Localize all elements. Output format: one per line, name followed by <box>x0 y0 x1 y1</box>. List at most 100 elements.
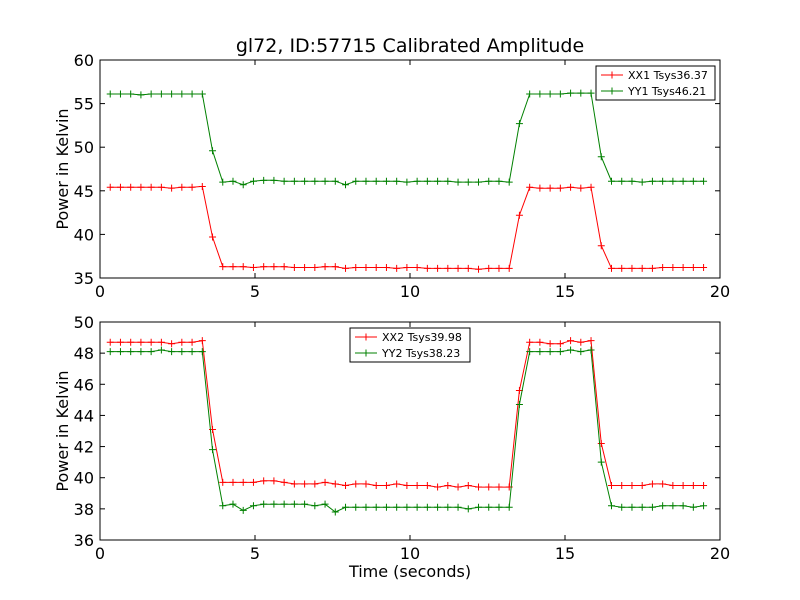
data-point <box>454 178 462 186</box>
y-tick-label: 55 <box>74 95 94 114</box>
data-point <box>188 348 196 356</box>
data-point <box>423 177 431 185</box>
data-point <box>198 90 206 98</box>
data-point <box>382 264 390 272</box>
legend-marker <box>608 87 616 95</box>
data-point <box>270 176 278 184</box>
data-point <box>403 503 411 511</box>
data-point <box>495 483 503 491</box>
data-point <box>628 482 636 489</box>
data-point <box>659 177 667 185</box>
data-point <box>669 264 677 272</box>
data-point <box>505 264 513 272</box>
data-point <box>127 338 135 346</box>
data-point <box>444 482 452 489</box>
data-point <box>628 503 636 511</box>
data-point <box>403 264 411 272</box>
data-point <box>249 177 257 185</box>
data-point <box>618 482 626 489</box>
data-point <box>536 184 544 192</box>
data-point <box>188 90 196 98</box>
data-point <box>229 500 237 508</box>
data-point <box>638 503 646 511</box>
data-point <box>444 503 452 511</box>
data-point <box>178 338 186 346</box>
data-point <box>444 177 452 185</box>
data-point <box>485 177 493 185</box>
data-point <box>137 91 145 99</box>
data-point <box>464 178 472 186</box>
data-point <box>556 184 564 192</box>
data-point <box>209 147 217 155</box>
data-point <box>362 503 370 511</box>
x-axis-title: Time (seconds) <box>348 562 471 581</box>
data-point <box>608 482 615 489</box>
data-point <box>515 120 523 128</box>
data-point <box>536 338 544 346</box>
data-point <box>137 348 145 356</box>
data-point <box>280 500 288 508</box>
data-point <box>270 500 278 508</box>
data-point <box>689 264 697 272</box>
data-point <box>495 503 503 511</box>
legend-box <box>349 327 471 363</box>
data-point <box>178 90 186 98</box>
data-point <box>239 181 247 189</box>
data-point <box>587 183 595 191</box>
data-point <box>546 184 554 192</box>
x-tick-label: 20 <box>710 544 730 563</box>
data-point <box>352 503 360 511</box>
data-point <box>454 483 462 491</box>
data-point <box>311 502 319 510</box>
data-point <box>577 89 585 97</box>
data-point <box>290 480 298 488</box>
data-point <box>168 348 176 356</box>
data-point <box>475 178 483 186</box>
data-point <box>515 211 523 219</box>
data-point <box>198 337 206 345</box>
y-tick-label: 36 <box>74 531 94 550</box>
data-point <box>106 348 114 356</box>
data-point <box>127 183 135 191</box>
data-point <box>608 264 615 272</box>
x-tick-label: 10 <box>400 282 420 301</box>
data-point <box>608 502 615 510</box>
data-point <box>526 90 534 98</box>
data-point <box>526 183 534 191</box>
data-point <box>393 177 401 185</box>
data-point <box>321 177 329 185</box>
data-point <box>372 264 380 272</box>
data-point <box>638 178 646 186</box>
legend-box <box>595 65 716 101</box>
data-point <box>567 346 575 354</box>
data-point <box>147 90 155 98</box>
data-point <box>352 480 360 488</box>
data-point <box>157 90 165 98</box>
data-point <box>444 264 452 272</box>
data-point <box>669 482 677 489</box>
data-point <box>679 482 687 489</box>
y-tick-label: 60 <box>74 51 94 70</box>
data-point <box>689 482 697 489</box>
data-point <box>403 482 411 489</box>
data-point <box>229 478 237 486</box>
data-point <box>280 263 288 271</box>
data-point <box>270 477 278 485</box>
y-tick-label: 40 <box>74 225 94 244</box>
data-point <box>659 264 667 272</box>
data-point <box>526 338 534 346</box>
data-point <box>137 183 145 191</box>
data-point <box>372 177 380 185</box>
data-point <box>628 264 636 272</box>
data-point <box>382 503 390 511</box>
x-tick-label: 20 <box>710 282 730 301</box>
data-point <box>618 264 626 272</box>
data-point <box>475 483 483 491</box>
data-point <box>157 346 165 354</box>
data-point <box>219 478 227 486</box>
data-point <box>485 503 493 511</box>
data-point <box>556 340 564 348</box>
data-point <box>352 177 360 185</box>
data-point <box>434 264 442 272</box>
data-point <box>546 340 554 348</box>
